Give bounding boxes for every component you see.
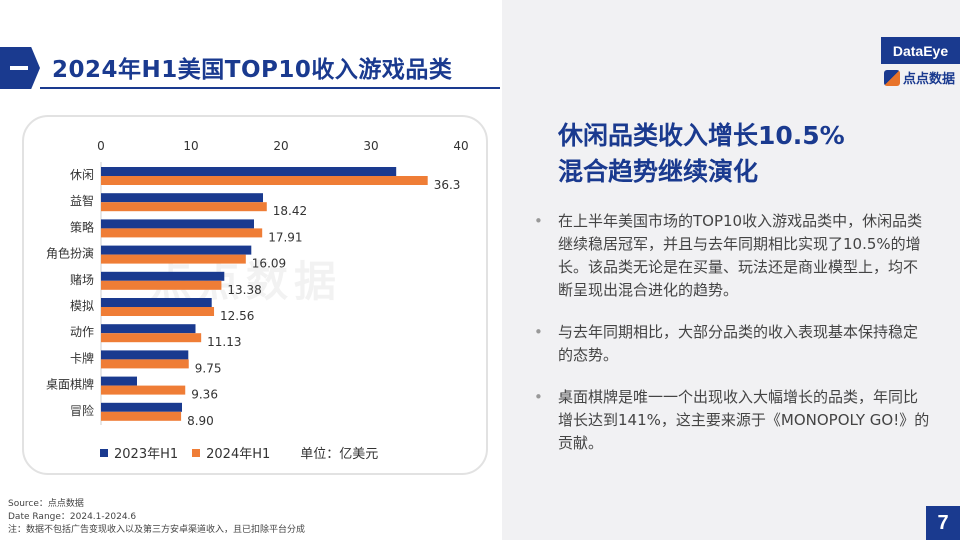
legend-swatch-2023 [100,448,108,457]
legend-swatch-2024 [192,448,201,457]
data-label: 36.3 [434,178,461,192]
page-title: 2024年H1美国TOP10收入游戏品类 [52,57,453,83]
x-tick-label: 10 [183,139,198,153]
bar-2024 [101,307,215,316]
insight-panel [502,0,960,540]
bar-chart: 0 10 20 30 40 休闲 36.3 益智 18.42 策略 17.91 角色扮演 16.09 赌场… [46,139,469,428]
x-tick-label: 0 [97,139,105,153]
category-label: 策略 [70,219,94,234]
legend-item-2023: 2023年H1 [100,443,178,462]
data-label: 18.42 [273,204,307,218]
data-label: 11.13 [207,335,241,349]
insight-headline: 休闲品类收入增长10.5% 混合趋势继续演化 [558,118,845,190]
x-tick-label: 40 [453,139,468,153]
dataeye-logo: DataEye [881,37,960,64]
bar-2024 [101,333,202,343]
bullet-text: 在上半年美国市场的TOP10收入游戏品类中，休闲品类继续稳居冠军，并且与去年同期… [558,212,923,299]
data-label: 9.36 [191,388,218,402]
title-underline [40,87,500,89]
unit-label: 单位：亿美元 [300,447,379,462]
bullet-text: 桌面棋牌是唯一一个出现收入大幅增长的品类，年同比增长达到141%，这主要来源于《… [558,388,930,452]
bar-2024 [101,176,428,185]
data-label: 9.75 [195,361,222,375]
date-range-line: Date Range：2024.1-2024.6 [8,512,137,522]
chart-card [22,115,488,475]
chart-legend: 2023年H1 2024年H1 单位：亿美元 [100,443,378,462]
bar-2024 [101,202,267,212]
category-label: 冒险 [70,403,94,418]
category-label: 卡牌 [70,351,94,365]
category-label: 模拟 [70,299,94,313]
bullet-item: • 在上半年美国市场的TOP10收入游戏品类中，休闲品类继续稳居冠军，并且与去年同… [528,210,930,302]
bar-2024 [101,254,246,264]
category-label: 动作 [70,325,94,339]
data-label: 8.90 [187,414,214,428]
diandian-logo-icon [884,69,900,86]
diandian-logo: 点点数据 [884,68,955,87]
bullet-item: • 桌面棋牌是唯一一个出现收入大幅增长的品类，年同比增长达到141%，这主要来源于… [528,386,930,455]
insight-bullets: • 在上半年美国市场的TOP10收入游戏品类中，休闲品类继续稳居冠军，并且与去年同… [528,210,930,474]
headline-line-2: 混合趋势继续演化 [558,157,759,186]
bar-2024 [101,385,186,395]
bar-2023 [101,167,397,176]
data-label: 16.09 [252,257,286,271]
title-marker [0,47,40,89]
data-label: 13.38 [227,283,261,297]
category-label: 桌面棋牌 [46,378,94,392]
bar-2023 [101,350,189,360]
bullet-dot: • [534,323,543,341]
bar-2023 [101,298,212,307]
bullet-dot: • [534,388,543,406]
x-tick-label: 30 [363,139,378,153]
x-tick-label: 20 [273,139,288,153]
legend-label-2023: 2023年H1 [114,447,179,462]
bar-2023 [101,324,196,334]
bar-2023 [101,193,263,203]
bullet-text: 与去年同期相比，大部分品类的收入表现基本保持稳定的态势。 [558,323,919,364]
bar-2024 [101,359,189,369]
category-label: 益智 [70,193,94,208]
category-label: 休闲 [70,168,94,182]
category-label: 赌场 [70,273,94,287]
bar-2023 [101,402,182,412]
category-label: 角色扮演 [46,246,94,261]
source-line: Source：点点数据 [8,499,84,509]
bar-2024 [101,280,222,290]
data-label: 17.91 [268,230,302,244]
bar-2024 [101,228,263,238]
bar-2023 [101,271,225,281]
data-label: 12.56 [220,309,254,323]
footer-source: Source：点点数据 Date Range：2024.1-2024.6 注：数… [8,498,305,537]
title-dash [10,66,28,70]
bar-2023 [101,219,254,229]
headline-line-1: 休闲品类收入增长10.5% [558,121,845,150]
legend-item-2024: 2024年H1 [192,443,270,462]
diandian-logo-text: 点点数据 [903,72,956,87]
legend-label-2024: 2024年H1 [206,447,271,462]
note-line: 注：数据不包括广告变现收入以及第三方安卓渠道收入，且已扣除平台分成 [8,525,306,535]
bullet-item: • 与去年同期相比，大部分品类的收入表现基本保持稳定的态势。 [528,321,930,367]
bar-2024 [101,411,182,421]
bar-2023 [101,376,137,386]
bullet-dot: • [534,212,543,230]
page-number: 7 [926,506,960,540]
bar-2023 [101,245,252,255]
